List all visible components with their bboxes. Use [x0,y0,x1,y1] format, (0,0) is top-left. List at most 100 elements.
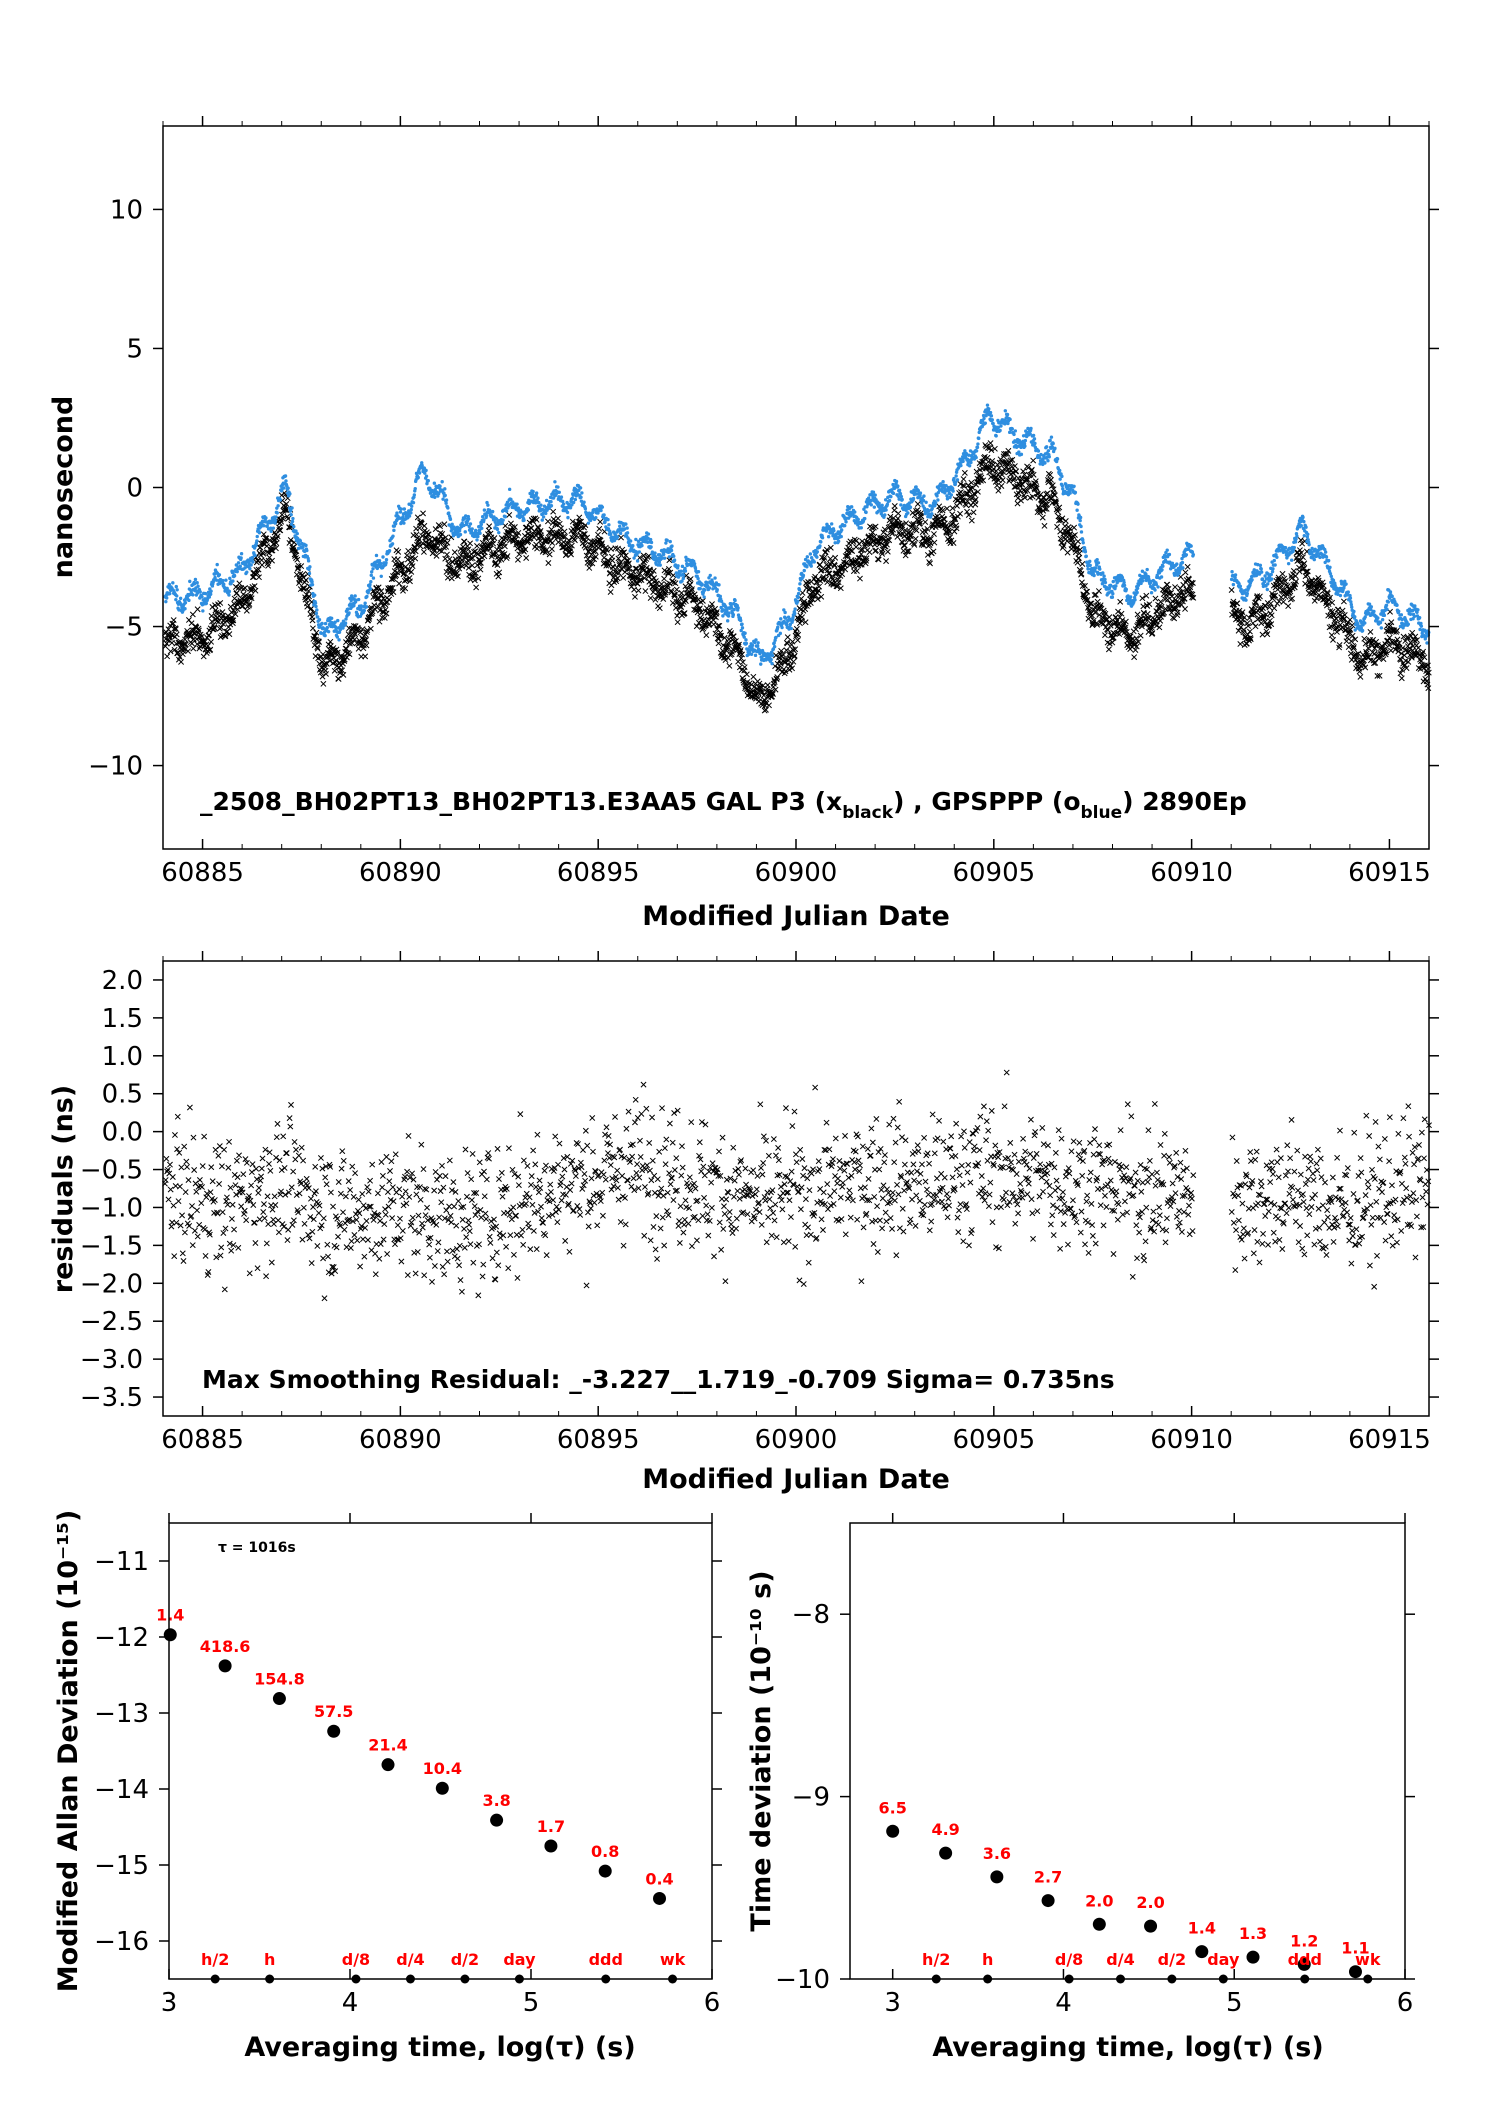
gal-p3-point [419,532,426,539]
gpsppp-point [410,504,414,508]
gpsppp-point [379,574,383,578]
gal-p3-point [799,589,806,596]
gpsppp-point [665,538,669,543]
gpsppp-point [707,586,712,590]
gal-p3-point [620,574,627,581]
gal-p3-point [859,538,866,545]
gpsppp-point [336,618,340,623]
gpsppp-point [306,559,311,563]
gpsppp-point [894,479,899,484]
gpsppp-point [843,523,847,528]
gal-p3-point [230,607,237,614]
gal-p3-point [571,528,578,535]
gal-p3-point [313,629,320,636]
x-tick-label: 60900 [755,858,838,888]
gpsppp-point [283,474,288,478]
gal-p3-point [548,546,555,553]
gpsppp-point [329,616,334,620]
gal-p3-point [1311,597,1318,604]
gpsppp-point [719,599,724,604]
gal-p3-point [1117,598,1124,605]
gal-p3-point [1075,538,1081,545]
gpsppp-point [801,573,806,578]
gpsppp-point [808,552,813,556]
gal-p3-point [451,549,458,556]
gpsppp-point [750,643,755,648]
gal-p3-point [1246,628,1253,635]
gal-p3-point [853,568,860,574]
gpsppp-point [783,610,787,615]
gal-p3-point [545,534,552,541]
gpsppp-point [478,531,482,535]
gpsppp-point [395,511,399,515]
gpsppp-point [178,596,183,601]
gpsppp-point [744,638,748,642]
gal-p3-point [396,580,403,587]
gal-p3-point [309,625,316,632]
gpsppp-point [275,511,279,515]
gal-p3-point [1313,595,1320,602]
gal-p3-point [661,575,668,582]
gpsppp-point [990,418,994,422]
gpsppp-point [402,521,406,525]
gpsppp-point [559,495,564,499]
gal-p3-point [329,652,336,658]
gal-p3-point [486,523,493,530]
gpsppp-point [203,591,208,596]
gal-p3-point [477,559,484,566]
gpsppp-point [770,661,774,666]
gpsppp-point [371,576,376,580]
gal-p3-point [164,653,171,660]
gal-p3-point [252,587,259,594]
gal-p3-point [432,526,439,533]
gal-p3-point [358,642,365,648]
gal-p3-point [403,577,410,584]
gal-p3-point [1102,632,1108,639]
gpsppp-point [1058,468,1062,473]
gpsppp-point [1017,450,1021,454]
gal-p3-point [205,642,212,649]
gpsppp-point [930,512,934,516]
gpsppp-point [756,644,760,648]
gpsppp-point [897,488,902,493]
gpsppp-point [949,493,954,497]
gal-p3-point [602,549,609,556]
gpsppp-point [580,491,584,495]
gpsppp-point [288,492,292,496]
gpsppp-point [733,598,737,603]
gpsppp-point [829,522,834,526]
gal-p3-point [375,584,382,591]
gpsppp-point [954,474,958,478]
gpsppp-point [174,584,178,589]
gpsppp-point [776,625,780,630]
gpsppp-point [1032,437,1037,441]
gal-p3-point [423,534,430,541]
gal-p3-point [521,532,528,539]
gal-p3-point [795,631,802,638]
gpsppp-point [740,622,744,626]
gpsppp-point [941,480,945,484]
gpsppp-point [273,518,278,523]
gal-p3-point [1079,561,1086,567]
gpsppp-point [369,580,373,584]
gal-p3-point [957,510,964,517]
gpsppp-point [221,578,225,583]
gpsppp-point [463,530,467,534]
gal-p3-point [687,576,694,582]
gpsppp-point [826,534,831,539]
gal-p3-point [412,548,419,555]
gal-p3-point [1182,605,1189,612]
gal-p3-point [218,624,225,631]
x-tick-label: 60905 [952,858,1035,888]
gal-p3-point [182,641,189,648]
gpsppp-point [1038,455,1042,460]
gpsppp-point [222,582,226,586]
gpsppp-point [290,519,295,524]
gpsppp-point [608,532,613,536]
gpsppp-point [796,595,800,600]
gpsppp-point [864,510,868,515]
gal-p3-point [527,535,534,542]
gal-p3-point [461,538,468,545]
gal-p3-point [472,570,479,576]
gal-p3-point [632,593,638,600]
